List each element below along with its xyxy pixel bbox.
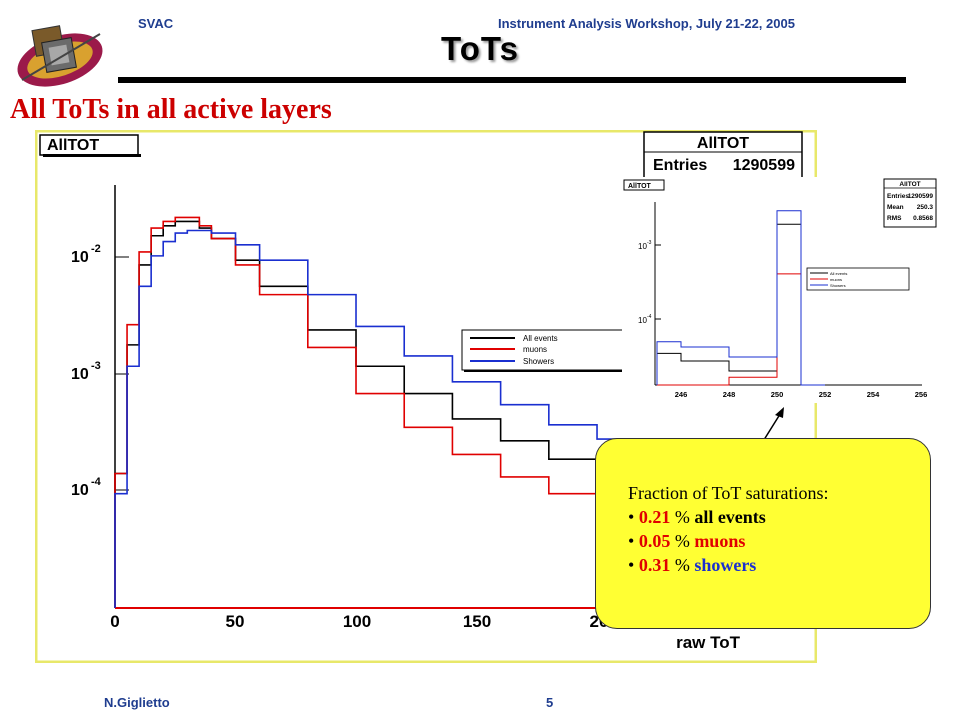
main-y-exp-1: -2 [91, 243, 101, 255]
inset-stats-entries-label: Entries [887, 193, 909, 200]
main-y-exp-2: -3 [91, 360, 101, 372]
inset-x-axis: 246 248 250 252 254 256 [675, 390, 928, 399]
inset-x-tick-248: 248 [723, 390, 736, 399]
inset-y-exp-1: -3 [647, 240, 652, 246]
inset-hist-name: AllTOT [628, 183, 652, 190]
inset-stats-mean-value: 250.3 [917, 204, 934, 211]
inset-stats-entries-value: 1290599 [908, 193, 934, 200]
main-legend-muons: muons [523, 345, 547, 354]
inset-x-tick-254: 254 [867, 390, 880, 399]
inset-histogram-plot: AllTOT AllTOT Entries 1290599 Mean 250.3… [622, 177, 940, 403]
inset-legend-muons: muons [830, 277, 842, 282]
title-divider [118, 77, 906, 83]
main-stats-entries-value: 1290599 [733, 157, 795, 174]
inset-stats-mean-label: Mean [887, 204, 904, 211]
callout-label-muons: muons [694, 531, 746, 551]
main-stats-entries-label: Entries [653, 157, 707, 174]
main-x-tick-150: 150 [463, 612, 491, 631]
logo-icon [17, 25, 103, 87]
inset-x-tick-252: 252 [819, 390, 832, 399]
main-y-tick-2: 10 [71, 366, 89, 383]
main-series-line-2 [114, 229, 694, 608]
inset-series-line-2 [656, 210, 825, 386]
main-y-tick-1: 10 [71, 249, 89, 266]
callout-label-all-events: all events [694, 507, 766, 527]
inset-x-tick-246: 246 [675, 390, 688, 399]
main-legend: All events muons Showers [470, 334, 558, 366]
inset-x-tick-250: 250 [771, 390, 784, 399]
inset-x-tick-256: 256 [915, 390, 928, 399]
footer-author: N.Giglietto [104, 695, 170, 710]
slide-subtitle: All ToTs in all active layers [10, 94, 332, 125]
callout-value-all-events: 0.21 [638, 507, 671, 527]
inset-y-axis: 10 -3 10 -4 [638, 240, 661, 325]
main-y-tick-3: 10 [71, 482, 89, 499]
callout-unit-showers: % [674, 555, 690, 575]
inset-legend: All events muons Showers [810, 271, 847, 288]
slide-title: ToTs [441, 30, 519, 67]
main-x-label: raw ToT [676, 633, 741, 652]
inset-stats-title: AllTOT [899, 181, 920, 188]
callout-value-muons: 0.05 [638, 531, 671, 551]
main-hist-name: AllTOT [47, 137, 99, 154]
inset-legend-all-events: All events [830, 271, 847, 276]
main-x-tick-0: 0 [110, 612, 119, 631]
inset-stats-rms-label: RMS [887, 215, 902, 222]
main-stats-title: AllTOT [697, 135, 749, 152]
callout-pointer-arrow [761, 407, 784, 444]
callout-item-muons: • 0.05 % muons [628, 531, 746, 551]
header-left-label: SVAC [138, 16, 174, 31]
callout-value-showers: 0.31 [638, 555, 671, 575]
inset-legend-showers: Showers [830, 283, 846, 288]
callout-unit-all-events: % [674, 507, 690, 527]
main-x-tick-50: 50 [226, 612, 245, 631]
inset-stats-rms-value: 0.8568 [913, 215, 933, 222]
inset-y-exp-2: -4 [647, 314, 652, 320]
header-right-label: Instrument Analysis Workshop, July 21-22… [498, 16, 795, 31]
main-series-line-1 [114, 216, 694, 608]
callout-item-showers: • 0.31 % showers [628, 555, 757, 575]
callout-unit-muons: % [674, 531, 690, 551]
main-legend-showers: Showers [523, 357, 554, 366]
main-y-axis: 10 -2 10 -3 10 -4 [71, 243, 129, 499]
main-legend-all-events: All events [523, 334, 558, 343]
callout-label-showers: showers [694, 555, 757, 575]
main-x-axis: 0 50 100 150 20 raw ToT [110, 612, 740, 652]
main-x-tick-100: 100 [343, 612, 371, 631]
main-y-exp-3: -4 [91, 476, 102, 488]
inset-y-tick-1: 10 [638, 242, 647, 251]
callout-item-all-events: • 0.21 % all events [628, 507, 766, 527]
inset-y-tick-2: 10 [638, 316, 647, 325]
saturation-callout: Fraction of ToT saturations: • 0.21 % al… [595, 438, 931, 629]
callout-heading: Fraction of ToT saturations: [628, 483, 829, 503]
footer-page-number: 5 [546, 695, 554, 710]
